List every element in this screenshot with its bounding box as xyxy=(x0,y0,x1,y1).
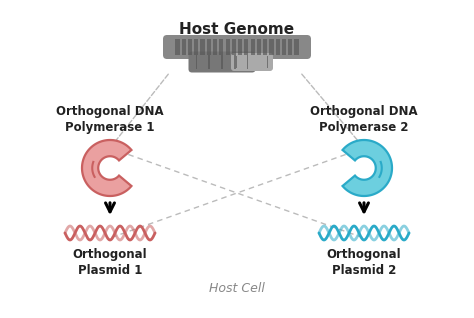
Bar xyxy=(246,55,248,69)
Bar xyxy=(209,55,210,69)
Bar xyxy=(234,55,236,69)
Text: Orthogonal
Plasmid 2: Orthogonal Plasmid 2 xyxy=(327,248,401,277)
Bar xyxy=(267,56,268,68)
Bar xyxy=(236,56,237,68)
Bar xyxy=(282,39,286,55)
Bar xyxy=(221,55,223,69)
Text: Orthogonal DNA
Polymerase 1: Orthogonal DNA Polymerase 1 xyxy=(56,105,164,134)
Bar xyxy=(213,39,217,55)
Bar xyxy=(288,39,292,55)
Text: Orthogonal
Plasmid 1: Orthogonal Plasmid 1 xyxy=(73,248,147,277)
Bar xyxy=(257,39,261,55)
Bar xyxy=(188,39,192,55)
Polygon shape xyxy=(343,140,392,196)
FancyBboxPatch shape xyxy=(163,35,311,59)
FancyBboxPatch shape xyxy=(231,53,273,71)
Bar xyxy=(226,39,230,55)
Bar xyxy=(232,39,236,55)
Text: Orthogonal DNA
Polymerase 2: Orthogonal DNA Polymerase 2 xyxy=(310,105,418,134)
Bar xyxy=(244,39,248,55)
Bar xyxy=(207,39,211,55)
Bar xyxy=(201,39,205,55)
Bar xyxy=(196,55,197,69)
Bar xyxy=(275,39,280,55)
Bar xyxy=(263,39,267,55)
Bar xyxy=(251,39,255,55)
Bar xyxy=(238,39,242,55)
Bar xyxy=(194,39,199,55)
Bar xyxy=(219,39,223,55)
Bar xyxy=(175,39,180,55)
Polygon shape xyxy=(82,140,131,196)
Bar xyxy=(294,39,299,55)
Bar xyxy=(182,39,186,55)
Bar xyxy=(269,39,273,55)
Text: Host Genome: Host Genome xyxy=(180,22,294,37)
FancyBboxPatch shape xyxy=(189,52,255,73)
Text: Host Cell: Host Cell xyxy=(209,282,265,295)
